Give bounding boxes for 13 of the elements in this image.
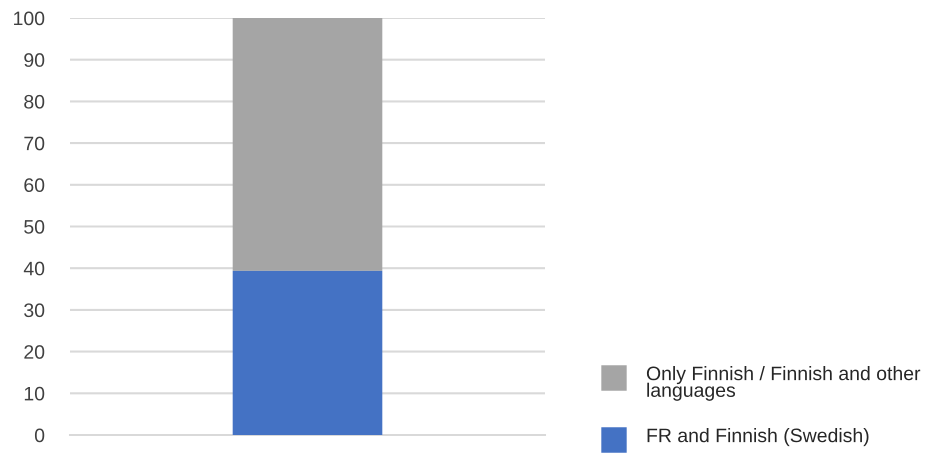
y-tick-label: 0 xyxy=(34,428,44,442)
legend-label: FR and Finnish (Swedish) xyxy=(648,428,868,446)
y-tick-label: 90 xyxy=(24,53,44,67)
y-tick-label: 80 xyxy=(24,94,44,109)
y-tick-label: 70 xyxy=(24,136,44,150)
y-tick-label: 60 xyxy=(24,178,44,192)
legend-label: Only Finnish / Finnish and other languages xyxy=(646,366,920,401)
y-tick-label: 20 xyxy=(24,345,44,359)
y-tick-label: 10 xyxy=(24,386,44,401)
y-tick-label: 100 xyxy=(14,11,44,26)
y-tick-label: 30 xyxy=(24,303,44,318)
y-tick-label: 50 xyxy=(24,220,44,234)
y-tick-label: 40 xyxy=(24,262,44,276)
